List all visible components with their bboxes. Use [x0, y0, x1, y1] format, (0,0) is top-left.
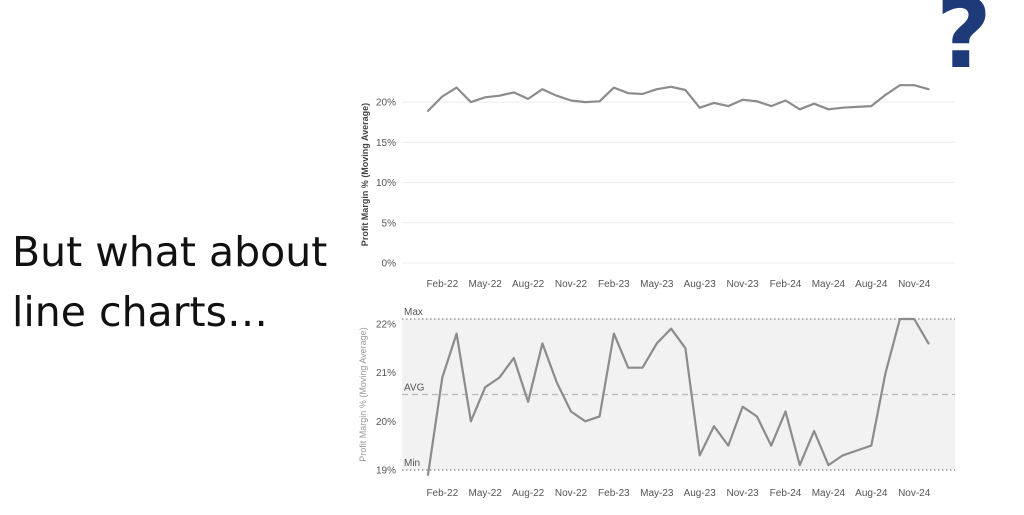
x-tick-label: Aug-22 [512, 279, 545, 290]
x-tick-label: Aug-24 [855, 488, 888, 499]
x-tick-label: Aug-23 [684, 488, 717, 499]
y-tick-label: 5% [382, 218, 397, 229]
question-mark-icon: ? [936, 0, 992, 90]
slide-body-text: But what about line charts… [12, 222, 352, 342]
x-tick-label: Feb-24 [770, 279, 802, 290]
x-tick-label: Nov-22 [555, 488, 588, 499]
x-tick-label: May-23 [640, 488, 674, 499]
y-tick-label: 21% [376, 368, 396, 379]
series-line [426, 317, 930, 476]
x-tick-label: Nov-23 [726, 279, 759, 290]
x-tick-label: May-22 [469, 488, 503, 499]
y-tick-label: 22% [376, 319, 396, 330]
x-tick-label: May-24 [812, 488, 846, 499]
x-tick-label: Aug-22 [512, 488, 545, 499]
y-tick-label: 19% [376, 466, 396, 477]
x-tick-label: May-23 [640, 279, 674, 290]
y-tick-label: 20% [376, 417, 396, 428]
x-tick-label: Nov-24 [898, 279, 931, 290]
x-tick-label: Nov-24 [898, 488, 931, 499]
x-tick-label: Aug-24 [855, 279, 888, 290]
x-tick-label: May-22 [469, 279, 503, 290]
slide-text-line-2: line charts… [12, 288, 268, 336]
y-tick-label: 0% [382, 259, 397, 270]
y-tick-label: 10% [376, 178, 396, 189]
slide-text-line-1: But what about [12, 228, 328, 276]
x-tick-label: Feb-22 [426, 279, 458, 290]
x-tick-label: Feb-24 [770, 488, 802, 499]
x-tick-label: Aug-23 [684, 279, 717, 290]
y-axis-label: Profit Margin % (Moving Average) [358, 327, 368, 461]
reference-line-label-min: Min [404, 458, 420, 469]
y-axis-label: Profit Margin % (Moving Average) [360, 103, 370, 246]
reference-line-label-avg: AVG [404, 383, 425, 394]
y-tick-label: 20% [376, 98, 396, 109]
x-tick-label: Nov-22 [555, 279, 588, 290]
x-tick-label: Feb-23 [598, 279, 630, 290]
x-tick-label: May-24 [812, 279, 846, 290]
x-tick-label: Nov-23 [726, 488, 759, 499]
series-line [426, 84, 930, 113]
reference-line-label-max: Max [404, 307, 423, 318]
x-tick-label: Feb-22 [426, 488, 458, 499]
y-tick-label: 15% [376, 138, 396, 149]
x-tick-label: Feb-23 [598, 488, 630, 499]
